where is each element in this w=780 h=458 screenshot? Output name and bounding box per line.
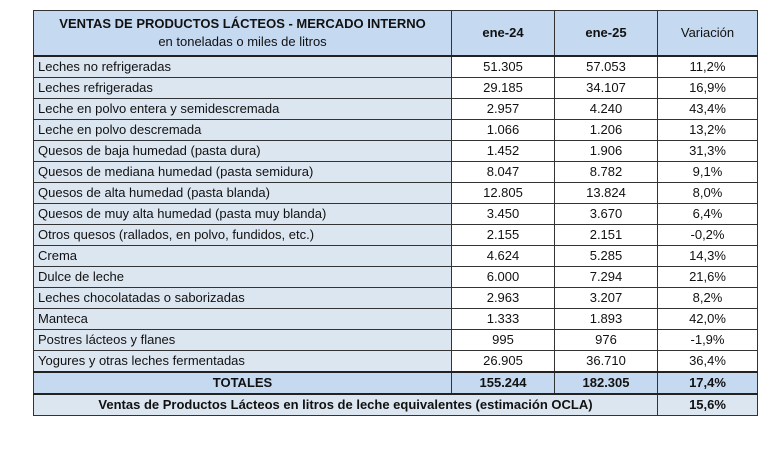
row-label: Leche en polvo descremada — [33, 119, 452, 141]
row-ene-25: 5.285 — [554, 245, 658, 267]
row-variacion: 8,0% — [657, 182, 758, 204]
table-row: Leches chocolatadas o saborizadas 2.963 3.… — [33, 287, 758, 309]
header-row: VENTAS DE PRODUCTOS LÁCTEOS - MERCADO IN… — [33, 10, 758, 57]
col-ene-24: ene-24 — [451, 10, 555, 57]
row-ene-25: 8.782 — [554, 161, 658, 183]
table-row: Leches refrigeradas 29.185 34.107 16,9% — [33, 77, 758, 99]
table-row: Quesos de muy alta humedad (pasta muy bl… — [33, 203, 758, 225]
row-ene-24: 1.452 — [451, 140, 555, 162]
row-ene-24: 4.624 — [451, 245, 555, 267]
row-variacion: 14,3% — [657, 245, 758, 267]
row-label: Crema — [33, 245, 452, 267]
row-ene-25: 36.710 — [554, 350, 658, 373]
row-ene-25: 3.670 — [554, 203, 658, 225]
row-variacion: -1,9% — [657, 329, 758, 351]
row-ene-25: 7.294 — [554, 266, 658, 288]
row-ene-24: 12.805 — [451, 182, 555, 204]
table-row: Manteca 1.333 1.893 42,0% — [33, 308, 758, 330]
row-variacion: 11,2% — [657, 55, 758, 78]
row-label: Postres lácteos y flanes — [33, 329, 452, 351]
table-row: Postres lácteos y flanes 995 976 -1,9% — [33, 329, 758, 351]
table-row: Leches no refrigeradas 51.305 57.053 11,2% — [33, 55, 758, 78]
row-ene-24: 995 — [451, 329, 555, 351]
row-ene-24: 8.047 — [451, 161, 555, 183]
row-ene-24: 26.905 — [451, 350, 555, 373]
row-ene-25: 2.151 — [554, 224, 658, 246]
table-row: Leche en polvo entera y semidescremada 2.… — [33, 98, 758, 120]
ocla-row: Ventas de Productos Lácteos en litros de… — [33, 393, 758, 416]
row-label: Quesos de muy alta humedad (pasta muy bl… — [33, 203, 452, 225]
row-ene-25: 34.107 — [554, 77, 658, 99]
totals-label: TOTALES — [33, 371, 452, 395]
row-label: Yogures y otras leches fermentadas — [33, 350, 452, 373]
row-variacion: 31,3% — [657, 140, 758, 162]
totals-variacion: 17,4% — [657, 371, 758, 395]
row-variacion: 13,2% — [657, 119, 758, 141]
totals-row: TOTALES 155.244 182.305 17,4% — [33, 371, 758, 395]
row-ene-24: 29.185 — [451, 77, 555, 99]
row-label: Quesos de alta humedad (pasta blanda) — [33, 182, 452, 204]
row-ene-24: 1.333 — [451, 308, 555, 330]
row-variacion: 9,1% — [657, 161, 758, 183]
table-row: Dulce de leche 6.000 7.294 21,6% — [33, 266, 758, 288]
row-ene-24: 2.155 — [451, 224, 555, 246]
table-row: Crema 4.624 5.285 14,3% — [33, 245, 758, 267]
table-title: VENTAS DE PRODUCTOS LÁCTEOS - MERCADO IN… — [33, 10, 452, 57]
table-row: Otros quesos (rallados, en polvo, fundid… — [33, 224, 758, 246]
row-variacion: 16,9% — [657, 77, 758, 99]
table-row: Quesos de baja humedad (pasta dura) 1.452… — [33, 140, 758, 162]
row-label: Quesos de baja humedad (pasta dura) — [33, 140, 452, 162]
row-variacion: 21,6% — [657, 266, 758, 288]
dairy-sales-table: VENTAS DE PRODUCTOS LÁCTEOS - MERCADO IN… — [33, 10, 758, 416]
ocla-variacion: 15,6% — [657, 393, 758, 416]
table-row: Quesos de mediana humedad (pasta semidur… — [33, 161, 758, 183]
row-label: Manteca — [33, 308, 452, 330]
row-variacion: 6,4% — [657, 203, 758, 225]
col-variacion: Variación — [657, 10, 758, 57]
row-label: Leches no refrigeradas — [33, 55, 452, 78]
row-ene-24: 3.450 — [451, 203, 555, 225]
row-ene-25: 1.206 — [554, 119, 658, 141]
col-ene-25: ene-25 — [554, 10, 658, 57]
row-variacion: 36,4% — [657, 350, 758, 373]
table-row: Quesos de alta humedad (pasta blanda) 12.… — [33, 182, 758, 204]
row-ene-25: 13.824 — [554, 182, 658, 204]
row-ene-24: 2.963 — [451, 287, 555, 309]
row-ene-25: 976 — [554, 329, 658, 351]
row-ene-25: 3.207 — [554, 287, 658, 309]
row-ene-25: 4.240 — [554, 98, 658, 120]
row-ene-24: 2.957 — [451, 98, 555, 120]
row-ene-24: 6.000 — [451, 266, 555, 288]
row-label: Dulce de leche — [33, 266, 452, 288]
table-row: Yogures y otras leches fermentadas 26.905… — [33, 350, 758, 373]
row-ene-24: 51.305 — [451, 55, 555, 78]
row-ene-25: 1.893 — [554, 308, 658, 330]
row-variacion: 42,0% — [657, 308, 758, 330]
totals-ene-24: 155.244 — [451, 371, 555, 395]
row-variacion: 43,4% — [657, 98, 758, 120]
row-ene-25: 1.906 — [554, 140, 658, 162]
row-ene-24: 1.066 — [451, 119, 555, 141]
row-label: Otros quesos (rallados, en polvo, fundid… — [33, 224, 452, 246]
row-label: Quesos de mediana humedad (pasta semidur… — [33, 161, 452, 183]
row-label: Leches refrigeradas — [33, 77, 452, 99]
row-label: Leche en polvo entera y semidescremada — [33, 98, 452, 120]
title-text: VENTAS DE PRODUCTOS LÁCTEOS - MERCADO IN… — [59, 16, 426, 31]
row-label: Leches chocolatadas o saborizadas — [33, 287, 452, 309]
subtitle-text: en toneladas o miles de litros — [158, 34, 327, 49]
table-row: Leche en polvo descremada 1.066 1.206 13,2% — [33, 119, 758, 141]
row-variacion: -0,2% — [657, 224, 758, 246]
row-variacion: 8,2% — [657, 287, 758, 309]
row-ene-25: 57.053 — [554, 55, 658, 78]
ocla-label: Ventas de Productos Lácteos en litros de… — [33, 393, 658, 416]
totals-ene-25: 182.305 — [554, 371, 658, 395]
